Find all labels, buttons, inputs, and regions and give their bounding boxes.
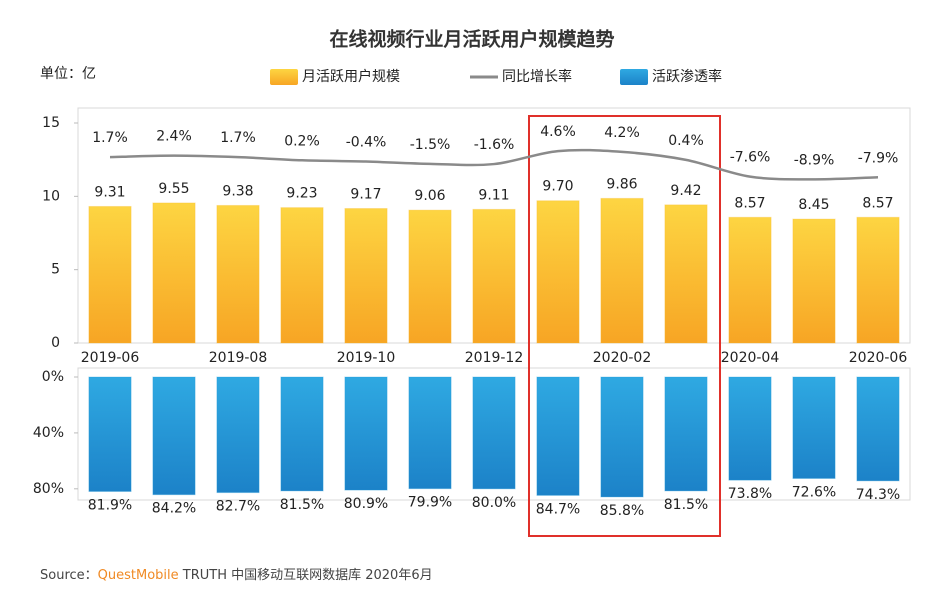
data-label: 81.5%: [280, 497, 324, 513]
bar: [664, 204, 708, 344]
x-tick-label: 2020-04: [721, 350, 780, 366]
highlight-box: [528, 115, 721, 537]
data-label: 85.8%: [600, 503, 644, 519]
x-tick-label: 2019-06: [81, 350, 140, 366]
legend-swatch: [270, 69, 298, 85]
legend-label: 月活跃用户规模: [302, 68, 400, 85]
x-tick-label: 2019-12: [465, 350, 524, 366]
bar: [408, 376, 452, 490]
data-label: 9.31: [94, 184, 125, 200]
data-label: 84.2%: [152, 501, 196, 517]
data-label: 0.2%: [284, 133, 320, 149]
bottom-panel-frame: [77, 367, 911, 501]
data-label: -1.6%: [474, 137, 515, 153]
bar: [408, 209, 452, 344]
data-label: 9.17: [350, 187, 381, 203]
data-label: 1.7%: [92, 130, 128, 146]
data-label: 9.11: [478, 187, 509, 203]
source-brand: QuestMobile: [98, 568, 179, 583]
data-label: 9.06: [414, 188, 445, 204]
y-tick-label: 15: [42, 115, 60, 131]
x-tick-label: 2020-06: [849, 350, 908, 366]
x-tick-label: 2019-10: [337, 350, 396, 366]
data-label: -7.6%: [730, 150, 771, 166]
legend-label: 同比增长率: [502, 68, 572, 85]
bar: [216, 204, 260, 344]
bar: [600, 376, 644, 498]
data-label: 1.7%: [220, 130, 256, 146]
data-label: 8.57: [862, 195, 893, 211]
data-label: 84.7%: [536, 501, 580, 517]
data-label: 2.4%: [156, 129, 192, 145]
bar: [536, 376, 580, 496]
source: Source：QuestMobile TRUTH 中国移动互联网数据库 2020…: [40, 567, 433, 583]
data-label: 82.7%: [216, 499, 260, 515]
data-label: 73.8%: [728, 486, 772, 502]
data-label: 9.38: [222, 183, 253, 199]
legend-label: 活跃渗透率: [652, 68, 722, 85]
bar: [344, 208, 388, 344]
bar: [536, 200, 580, 344]
bar: [344, 376, 388, 491]
data-label: 81.9%: [88, 497, 132, 513]
data-label: 81.5%: [664, 497, 708, 513]
bar: [88, 376, 132, 492]
bar: [152, 376, 196, 496]
y-tick-label: 0: [51, 335, 60, 351]
bar: [472, 208, 516, 344]
data-label: 9.86: [606, 176, 637, 192]
data-label: -1.5%: [410, 137, 451, 153]
bar: [856, 216, 900, 344]
data-label: 72.6%: [792, 484, 836, 500]
y2-tick-label: 80%: [33, 481, 64, 497]
data-label: -8.9%: [794, 152, 835, 168]
data-label: -0.4%: [346, 135, 387, 151]
data-label: 8.45: [798, 197, 829, 213]
bar: [664, 376, 708, 492]
line: [109, 148, 879, 181]
data-label: 79.9%: [408, 495, 452, 511]
data-label: 9.70: [542, 179, 573, 195]
y-tick-label: 10: [42, 188, 60, 204]
bar: [280, 207, 324, 344]
y-tick-label: 5: [51, 262, 60, 278]
bar: [472, 376, 516, 490]
bar: [216, 376, 260, 494]
bar: [792, 218, 836, 344]
data-label: 8.57: [734, 195, 765, 211]
bar: [280, 376, 324, 492]
data-label: 4.6%: [540, 124, 576, 140]
bar: [856, 376, 900, 482]
data-label: 9.42: [670, 183, 701, 199]
data-label: 80.0%: [472, 495, 516, 511]
data-label: 74.3%: [856, 487, 900, 503]
unit-label: 单位：亿: [40, 66, 96, 82]
legend-swatch: [620, 69, 648, 85]
data-label: 0.4%: [668, 133, 704, 149]
source-rest: TRUTH 中国移动互联网数据库 2020年6月: [179, 567, 433, 583]
bar: [152, 202, 196, 344]
bar: [88, 205, 132, 344]
bar: [600, 197, 644, 344]
data-label: 9.23: [286, 186, 317, 202]
data-label: -7.9%: [858, 150, 899, 166]
data-label: 9.55: [158, 181, 189, 197]
data-label: 4.2%: [604, 125, 640, 141]
x-tick-label: 2020-02: [593, 350, 652, 366]
y2-tick-label: 40%: [33, 425, 64, 441]
bar: [792, 376, 836, 479]
bar: [728, 376, 772, 481]
data-label: 80.9%: [344, 496, 388, 512]
x-tick-label: 2019-08: [209, 350, 268, 366]
y2-tick-label: 0%: [42, 369, 64, 385]
bar: [728, 216, 772, 344]
source-prefix: Source：: [40, 568, 98, 583]
chart-title: 在线视频行业月活跃用户规模趋势: [329, 28, 614, 51]
